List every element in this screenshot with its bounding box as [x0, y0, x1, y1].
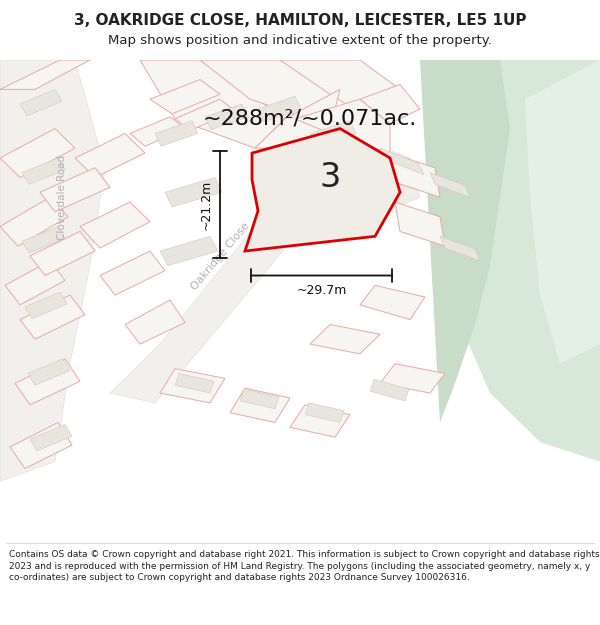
Polygon shape: [525, 60, 600, 364]
Polygon shape: [20, 89, 62, 116]
Polygon shape: [110, 158, 340, 403]
Polygon shape: [100, 251, 165, 295]
Polygon shape: [30, 424, 72, 451]
Polygon shape: [310, 138, 420, 226]
Text: ~288m²/~0.071ac.: ~288m²/~0.071ac.: [203, 109, 417, 129]
Polygon shape: [390, 153, 440, 197]
Polygon shape: [160, 369, 225, 403]
Polygon shape: [75, 134, 145, 178]
Polygon shape: [230, 388, 290, 422]
Polygon shape: [240, 389, 279, 409]
Polygon shape: [22, 158, 65, 184]
Text: ~21.2m: ~21.2m: [199, 179, 212, 229]
Polygon shape: [430, 60, 600, 462]
Text: Contains OS data © Crown copyright and database right 2021. This information is : Contains OS data © Crown copyright and d…: [9, 550, 599, 582]
Polygon shape: [155, 121, 198, 146]
Polygon shape: [5, 261, 65, 305]
Polygon shape: [310, 324, 380, 354]
Polygon shape: [330, 188, 372, 209]
Polygon shape: [280, 60, 400, 119]
Polygon shape: [295, 99, 390, 153]
Polygon shape: [165, 177, 222, 207]
Polygon shape: [245, 129, 400, 251]
Polygon shape: [0, 60, 90, 89]
Polygon shape: [290, 405, 350, 437]
Polygon shape: [360, 285, 425, 319]
Polygon shape: [0, 60, 105, 481]
Polygon shape: [30, 231, 95, 276]
Polygon shape: [22, 226, 65, 253]
Text: 3: 3: [319, 161, 341, 194]
Polygon shape: [130, 117, 185, 146]
Text: 3, OAKRIDGE CLOSE, HAMILTON, LEICESTER, LE5 1UP: 3, OAKRIDGE CLOSE, HAMILTON, LEICESTER, …: [74, 13, 526, 28]
Polygon shape: [380, 364, 445, 393]
Polygon shape: [10, 422, 72, 469]
Polygon shape: [420, 60, 510, 423]
Polygon shape: [255, 89, 340, 148]
Polygon shape: [125, 300, 185, 344]
Polygon shape: [175, 99, 235, 131]
Text: Map shows position and indicative extent of the property.: Map shows position and indicative extent…: [108, 34, 492, 47]
Polygon shape: [440, 236, 480, 261]
Polygon shape: [28, 359, 70, 385]
Polygon shape: [40, 168, 110, 212]
Polygon shape: [160, 236, 218, 266]
Polygon shape: [80, 202, 150, 248]
Polygon shape: [205, 104, 248, 129]
Text: ~29.7m: ~29.7m: [296, 284, 347, 297]
Text: Cloverdale Road: Cloverdale Road: [57, 154, 67, 240]
Polygon shape: [0, 129, 75, 178]
Polygon shape: [25, 292, 67, 319]
Polygon shape: [360, 84, 420, 124]
Polygon shape: [310, 121, 356, 146]
Polygon shape: [430, 173, 470, 197]
Polygon shape: [200, 60, 340, 119]
Polygon shape: [150, 79, 220, 114]
Polygon shape: [370, 379, 409, 401]
Polygon shape: [0, 197, 68, 246]
Polygon shape: [15, 359, 80, 405]
Polygon shape: [20, 295, 85, 339]
Polygon shape: [305, 403, 344, 422]
Polygon shape: [140, 60, 285, 148]
Polygon shape: [175, 374, 214, 393]
Polygon shape: [395, 202, 445, 246]
Text: Oakridge Close: Oakridge Close: [189, 220, 251, 292]
Polygon shape: [380, 148, 424, 174]
Polygon shape: [258, 96, 301, 122]
